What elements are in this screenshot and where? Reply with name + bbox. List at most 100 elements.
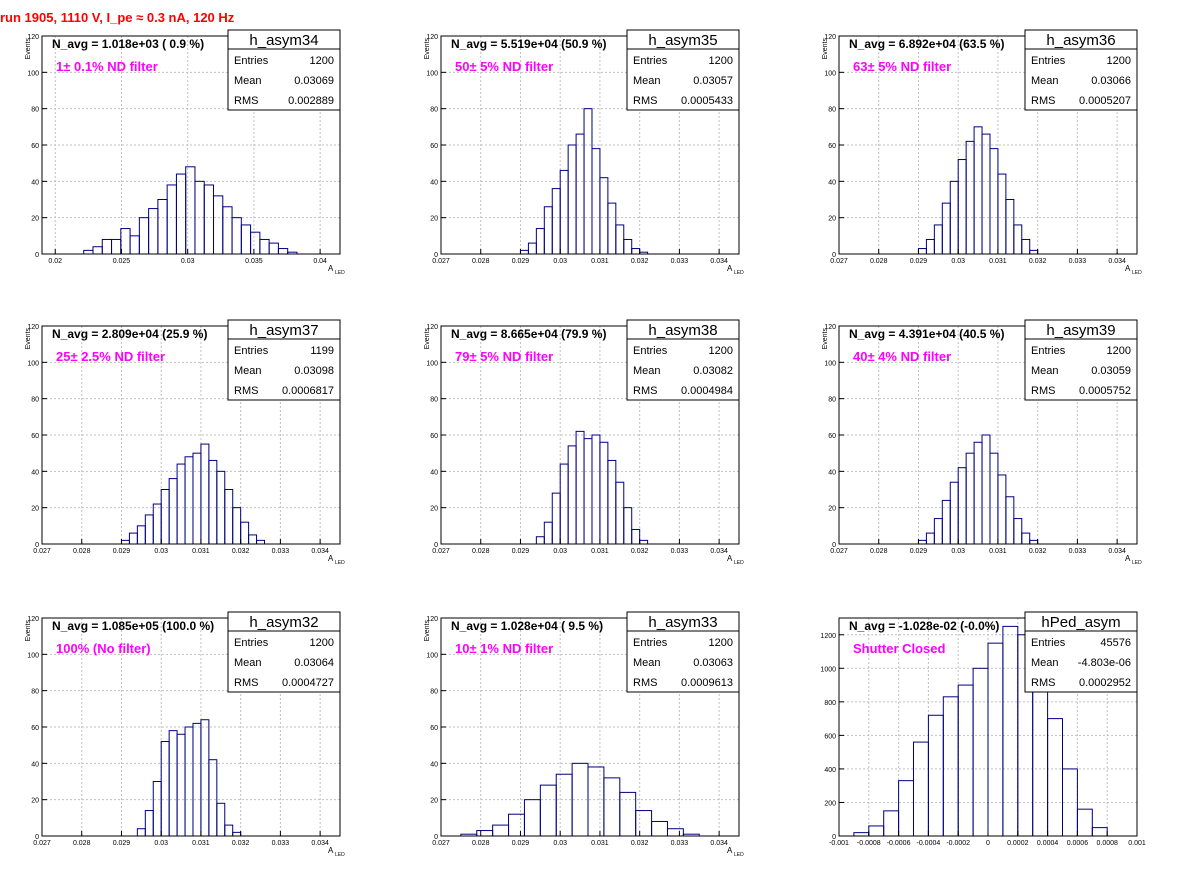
x-tick-label: 0.04 <box>313 258 327 265</box>
stats-value: 0.0005207 <box>1079 95 1131 107</box>
y-tick-label: 1000 <box>820 666 836 673</box>
histogram-bar <box>222 206 233 255</box>
histogram-bar <box>101 238 113 255</box>
histogram-bar <box>144 514 154 545</box>
stats-label: RMS <box>1031 385 1055 397</box>
histogram-panel: 0 20 40 60 80 100 120 0.02 0.025 0.03 0.035 0.04 Eve… <box>25 29 345 276</box>
histogram-bar <box>559 169 569 255</box>
histogram-bar <box>519 249 529 255</box>
histogram-bar <box>144 810 154 837</box>
y-tick-label: 80 <box>828 397 836 404</box>
filter-label: 50± 5% ND filter <box>455 59 553 74</box>
y-axis-label: Events <box>424 38 431 60</box>
y-tick-label: 600 <box>824 733 836 740</box>
y-tick-label: 20 <box>31 506 39 513</box>
y-tick-label: 40 <box>31 179 39 186</box>
x-tick-label: 0.027 <box>432 548 450 555</box>
y-tick-label: 100 <box>426 652 438 659</box>
histogram-bar <box>933 224 943 255</box>
y-tick-label: 60 <box>31 143 39 150</box>
y-tick-label: 120 <box>824 34 836 41</box>
y-tick-label: 20 <box>430 216 438 223</box>
histogram-bar <box>635 810 653 837</box>
histogram-bar <box>555 773 573 837</box>
x-tick-label: 0.001 <box>1128 840 1146 847</box>
histogram-bar <box>927 714 944 837</box>
stats-value: 0.0004727 <box>282 677 334 689</box>
x-tick-label: 0.033 <box>1069 258 1087 265</box>
histogram-bar <box>1021 532 1031 545</box>
histogram-bar <box>972 667 989 837</box>
x-tick-label: 0.028 <box>870 548 888 555</box>
stats-label: RMS <box>633 385 657 397</box>
histogram-bar <box>176 463 186 545</box>
x-tick-label: 0.029 <box>512 258 530 265</box>
histogram-bar <box>277 248 289 255</box>
y-tick-label: 40 <box>31 761 39 768</box>
x-axis-label-subscript: LED <box>734 852 744 858</box>
histogram-bar <box>232 831 242 837</box>
histogram-bar <box>551 492 561 545</box>
histogram-bar <box>567 445 577 545</box>
x-tick-label: 0.027 <box>830 548 848 555</box>
histogram-name: h_asym36 <box>1046 32 1115 49</box>
x-tick-label: 0.029 <box>910 548 928 555</box>
stats-value: -4.803e-06 <box>1078 657 1131 669</box>
filter-label: 40± 4% ND filter <box>853 349 951 364</box>
histogram-name: h_asym37 <box>249 322 318 339</box>
x-axis-label-subscript: LED <box>734 560 744 566</box>
histogram-bar <box>883 810 900 837</box>
x-tick-label: 0.028 <box>73 840 91 847</box>
y-axis-label: Events <box>822 328 829 350</box>
histogram-bar <box>535 228 545 255</box>
stats-label: Mean <box>1031 75 1059 87</box>
histogram-bar <box>157 199 168 255</box>
stats-label: Mean <box>234 365 262 377</box>
histogram-bar <box>508 813 525 837</box>
stats-value: 1200 <box>1107 55 1131 67</box>
stats-label: RMS <box>234 385 258 397</box>
y-tick-label: 0 <box>434 252 438 259</box>
filter-label: 100% (No filter) <box>56 641 151 656</box>
y-tick-label: 20 <box>828 216 836 223</box>
histogram-bar <box>185 166 196 255</box>
histogram-bar <box>1013 518 1023 545</box>
x-tick-label: 0.0006 <box>1067 840 1089 847</box>
y-tick-label: 0 <box>35 834 39 841</box>
histogram-bar <box>216 802 226 837</box>
x-tick-label: 0.031 <box>989 258 1007 265</box>
stats-box <box>626 29 740 111</box>
stats-label: Entries <box>234 55 269 67</box>
stats-value: 0.03098 <box>294 365 334 377</box>
x-axis-label-subscript: LED <box>335 270 345 276</box>
x-tick-label: 0.028 <box>870 258 888 265</box>
histogram-bar <box>176 733 186 837</box>
y-tick-label: 0 <box>434 542 438 549</box>
y-tick-label: 20 <box>31 798 39 805</box>
histogram-bar <box>583 438 593 545</box>
histogram-bar <box>166 184 177 255</box>
histogram-bar <box>575 133 585 255</box>
histogram-bar <box>476 830 494 837</box>
histogram-bar <box>200 443 210 545</box>
y-tick-label: 120 <box>27 616 39 623</box>
y-tick-label: 0 <box>434 834 438 841</box>
histogram-bar <box>615 481 625 545</box>
x-tick-label: 0.035 <box>245 258 263 265</box>
x-tick-label: 0.031 <box>989 548 1007 555</box>
x-tick-label: 0.03 <box>553 548 567 555</box>
x-tick-label: 0.032 <box>232 548 250 555</box>
x-tick-label: 0.033 <box>272 840 290 847</box>
stats-value: 0.03063 <box>693 657 733 669</box>
histogram-panel: 0 20 40 60 80 100 120 0.027 0.028 0.029 0.03 0.031 0… <box>25 611 345 858</box>
stats-label: RMS <box>633 677 657 689</box>
y-tick-label: 60 <box>430 433 438 440</box>
x-axis-label-subscript: LED <box>335 852 345 858</box>
x-tick-label: 0.03 <box>553 258 567 265</box>
histogram-bar <box>989 452 999 545</box>
x-tick-label: 0.034 <box>710 840 728 847</box>
histogram-bar <box>232 507 242 545</box>
histogram-bar <box>933 518 943 545</box>
y-tick-label: 40 <box>430 469 438 476</box>
stats-box <box>626 319 740 401</box>
